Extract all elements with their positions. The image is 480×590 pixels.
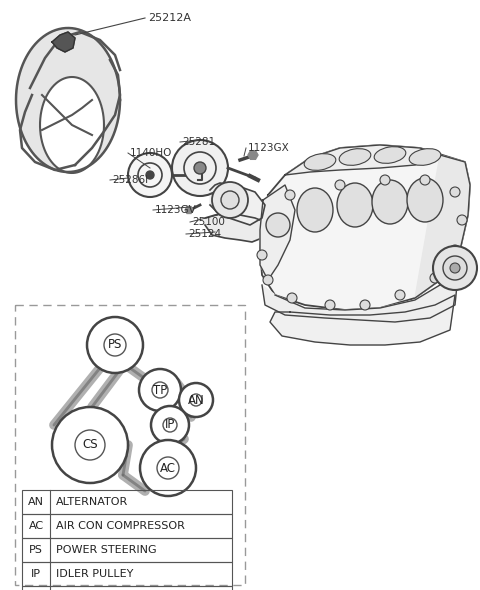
- Ellipse shape: [374, 147, 406, 163]
- Text: AN: AN: [188, 394, 204, 407]
- Circle shape: [138, 163, 162, 187]
- Polygon shape: [260, 145, 470, 310]
- Polygon shape: [262, 255, 460, 322]
- Circle shape: [179, 383, 213, 417]
- Circle shape: [420, 175, 430, 185]
- Circle shape: [335, 180, 345, 190]
- Text: CS: CS: [82, 438, 98, 451]
- Circle shape: [450, 187, 460, 197]
- Circle shape: [87, 317, 143, 373]
- Text: IP: IP: [165, 418, 175, 431]
- Bar: [22, 538, 232, 562]
- Text: 1123GX: 1123GX: [248, 143, 290, 153]
- Circle shape: [266, 213, 290, 237]
- Polygon shape: [415, 155, 470, 298]
- Circle shape: [140, 440, 196, 496]
- Circle shape: [395, 290, 405, 300]
- Circle shape: [146, 171, 154, 179]
- Polygon shape: [248, 150, 258, 159]
- Circle shape: [325, 300, 335, 310]
- Polygon shape: [52, 32, 75, 52]
- Circle shape: [75, 430, 105, 460]
- Text: 1123GV: 1123GV: [155, 205, 197, 215]
- Circle shape: [212, 182, 248, 218]
- Circle shape: [52, 407, 128, 483]
- Polygon shape: [270, 295, 455, 345]
- Text: TP: TP: [153, 384, 167, 396]
- Circle shape: [433, 246, 477, 290]
- Text: POWER STEERING: POWER STEERING: [56, 545, 156, 555]
- Circle shape: [151, 406, 189, 444]
- Circle shape: [152, 382, 168, 398]
- Ellipse shape: [339, 149, 371, 165]
- Circle shape: [139, 369, 181, 411]
- Text: 25286I: 25286I: [112, 175, 148, 185]
- Bar: [22, 562, 232, 586]
- Polygon shape: [210, 183, 265, 225]
- Text: 25281: 25281: [182, 137, 215, 147]
- Polygon shape: [185, 206, 193, 214]
- Polygon shape: [205, 213, 268, 242]
- Circle shape: [450, 245, 460, 255]
- Bar: [22, 490, 232, 514]
- Circle shape: [190, 394, 202, 406]
- Circle shape: [163, 418, 177, 432]
- Circle shape: [285, 190, 295, 200]
- Polygon shape: [16, 28, 120, 172]
- Circle shape: [443, 256, 467, 280]
- Circle shape: [287, 293, 297, 303]
- Circle shape: [450, 263, 460, 273]
- Circle shape: [184, 152, 216, 184]
- Circle shape: [257, 250, 267, 260]
- Circle shape: [157, 457, 179, 479]
- Text: AC: AC: [28, 521, 44, 531]
- Bar: [22, 586, 232, 590]
- Circle shape: [380, 175, 390, 185]
- Text: IDLER PULLEY: IDLER PULLEY: [56, 569, 133, 579]
- Ellipse shape: [337, 183, 373, 227]
- Circle shape: [263, 275, 273, 285]
- Circle shape: [360, 300, 370, 310]
- Circle shape: [430, 273, 440, 283]
- Polygon shape: [40, 77, 104, 173]
- Text: 1140HO: 1140HO: [130, 148, 172, 158]
- Text: 25100: 25100: [192, 217, 225, 227]
- Circle shape: [104, 334, 126, 356]
- Text: IP: IP: [31, 569, 41, 579]
- Text: 25212A: 25212A: [148, 13, 191, 23]
- Ellipse shape: [407, 178, 443, 222]
- Polygon shape: [285, 145, 440, 175]
- Ellipse shape: [409, 149, 441, 165]
- Ellipse shape: [304, 153, 336, 171]
- Circle shape: [457, 215, 467, 225]
- Ellipse shape: [297, 188, 333, 232]
- Text: ALTERNATOR: ALTERNATOR: [56, 497, 128, 507]
- Text: AIR CON COMPRESSOR: AIR CON COMPRESSOR: [56, 521, 185, 531]
- Circle shape: [221, 191, 239, 209]
- Text: PS: PS: [29, 545, 43, 555]
- Polygon shape: [260, 185, 295, 280]
- Text: AC: AC: [160, 461, 176, 474]
- Circle shape: [172, 140, 228, 196]
- Bar: [15, 305, 245, 585]
- Text: AN: AN: [28, 497, 44, 507]
- Circle shape: [128, 153, 172, 197]
- Circle shape: [194, 162, 206, 174]
- Text: 25124: 25124: [188, 229, 221, 239]
- Text: PS: PS: [108, 339, 122, 352]
- Ellipse shape: [372, 180, 408, 224]
- Bar: [22, 514, 232, 538]
